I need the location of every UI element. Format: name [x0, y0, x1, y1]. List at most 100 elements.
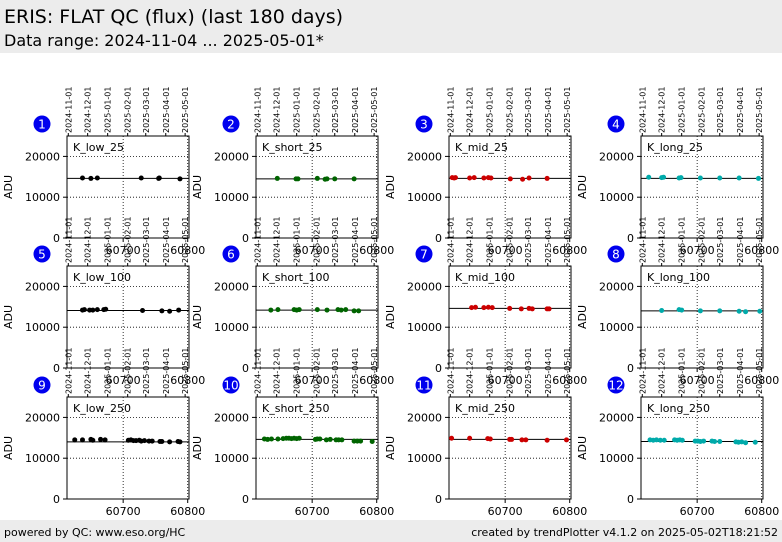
panel-K_mid_250: 0 10000 20000 60700 60800 2024-11-01 2024-12-0… [384, 347, 587, 518]
y-tick-label: 10000 [214, 191, 249, 204]
y-tick-label: 20000 [407, 150, 442, 163]
data-point [657, 437, 663, 443]
date-tick-label: 2024-11-01 [446, 87, 455, 134]
y-axis-label: ADU [2, 305, 15, 329]
data-point [140, 307, 146, 313]
y-tick-label: 0 [53, 232, 60, 245]
date-tick-label: 2025-05-01 [755, 348, 764, 395]
date-tick-label: 2024-12-01 [466, 347, 475, 394]
date-tick-label: 2025-02-01 [124, 348, 133, 395]
date-tick-label: 2025-04-01 [736, 87, 745, 134]
y-axis-label: ADU [576, 436, 589, 460]
data-point [697, 308, 703, 314]
x-tick-label: 60800 [744, 244, 779, 257]
date-tick-label: 2025-05-01 [563, 87, 572, 134]
data-point [296, 307, 302, 313]
date-tick-label: 2025-03-01 [524, 217, 533, 264]
data-point [507, 176, 513, 182]
date-tick-label: 2025-04-01 [544, 217, 553, 264]
data-point [314, 307, 320, 313]
footer-powered-by: powered by QC: www.eso.org/HC [4, 526, 186, 539]
panel-label: K_short_25 [262, 141, 322, 154]
plot-frame [640, 135, 764, 239]
data-point [275, 307, 281, 313]
data-point [98, 436, 104, 442]
y-axis-label: ADU [384, 175, 397, 199]
y-axis-label: ADU [191, 305, 204, 329]
footer-created-by: created by trendPlotter v4.1.2 on 2025-0… [471, 526, 778, 539]
data-point [481, 175, 487, 181]
data-point [481, 305, 487, 311]
panel-label: K_mid_25 [455, 141, 508, 154]
date-tick-label: 2025-03-01 [716, 87, 725, 134]
y-tick-label: 20000 [25, 411, 60, 424]
date-tick-label: 2025-01-01 [678, 217, 687, 264]
date-tick-label: 2025-03-01 [331, 87, 340, 134]
data-point [338, 307, 344, 313]
data-point [449, 435, 455, 441]
data-point [351, 176, 357, 182]
data-point [268, 436, 274, 442]
data-point [102, 437, 108, 443]
data-point [323, 437, 329, 443]
date-tick-label: 2025-04-01 [162, 348, 171, 395]
data-point [81, 307, 87, 313]
x-tick-label: 60800 [552, 505, 587, 518]
panel-number: 3 [420, 118, 428, 132]
data-point [314, 175, 320, 181]
x-tick-label: 60700 [488, 374, 523, 387]
date-tick-label: 2025-05-01 [181, 87, 190, 134]
x-tick-label: 60700 [680, 505, 715, 518]
date-tick-label: 2025-04-01 [544, 87, 553, 134]
data-point [679, 307, 685, 313]
date-tick-label: 2025-04-01 [351, 217, 360, 264]
y-tick-label: 20000 [214, 280, 249, 293]
data-point [176, 307, 182, 313]
data-point [296, 435, 302, 441]
data-point [274, 175, 280, 181]
y-axis-label: ADU [576, 305, 589, 329]
date-tick-label: 2025-03-01 [142, 348, 151, 395]
date-tick-label: 2024-12-01 [273, 87, 282, 134]
date-tick-label: 2024-12-01 [658, 348, 667, 395]
data-point [520, 176, 526, 182]
panel-label: K_low_25 [73, 141, 124, 154]
panel-label: K_long_100 [647, 271, 710, 284]
plot-frame [66, 265, 190, 369]
date-tick-label: 2025-01-01 [486, 348, 495, 394]
date-tick-label: 2025-01-01 [678, 348, 687, 395]
panel-K_low_250: 0 10000 20000 60700 60800 2024-11-01 2024-12-0… [2, 348, 205, 519]
date-tick-label: 2025-05-01 [563, 348, 572, 395]
data-point [717, 175, 723, 181]
date-tick-label: 2025-05-01 [755, 87, 764, 134]
data-point [507, 305, 513, 311]
date-tick-label: 2025-04-01 [736, 348, 745, 395]
y-tick-label: 10000 [407, 452, 442, 465]
date-tick-label: 2024-11-01 [64, 87, 73, 134]
date-tick-label: 2025-01-01 [293, 87, 302, 134]
data-point [452, 175, 458, 181]
panel-number-badge [607, 245, 625, 263]
date-tick-label: 2025-02-01 [506, 348, 515, 395]
data-point [369, 438, 375, 444]
date-tick-label: 2025-03-01 [331, 348, 340, 395]
panel-label: K_long_250 [647, 402, 710, 415]
date-tick-label: 2025-05-01 [755, 217, 764, 264]
data-point [544, 437, 550, 443]
data-point [94, 175, 100, 181]
date-tick-label: 2024-12-01 [273, 217, 282, 264]
x-tick-label: 60800 [744, 374, 779, 387]
data-point [697, 175, 703, 181]
y-tick-label: 20000 [25, 150, 60, 163]
data-point [90, 437, 96, 443]
y-tick-label: 0 [242, 232, 249, 245]
data-point [94, 307, 100, 313]
panel-K_long_100: 0 10000 20000 60700 60800 2024-11-01 2024-12-0… [576, 217, 779, 388]
panel-label: K_long_25 [647, 141, 703, 154]
x-tick-label: 60800 [744, 505, 779, 518]
data-point [544, 175, 550, 181]
date-tick-label: 2025-05-01 [370, 87, 379, 134]
page-title: ERIS: FLAT QC (flux) (last 180 days) [4, 6, 344, 28]
y-tick-label: 20000 [25, 280, 60, 293]
